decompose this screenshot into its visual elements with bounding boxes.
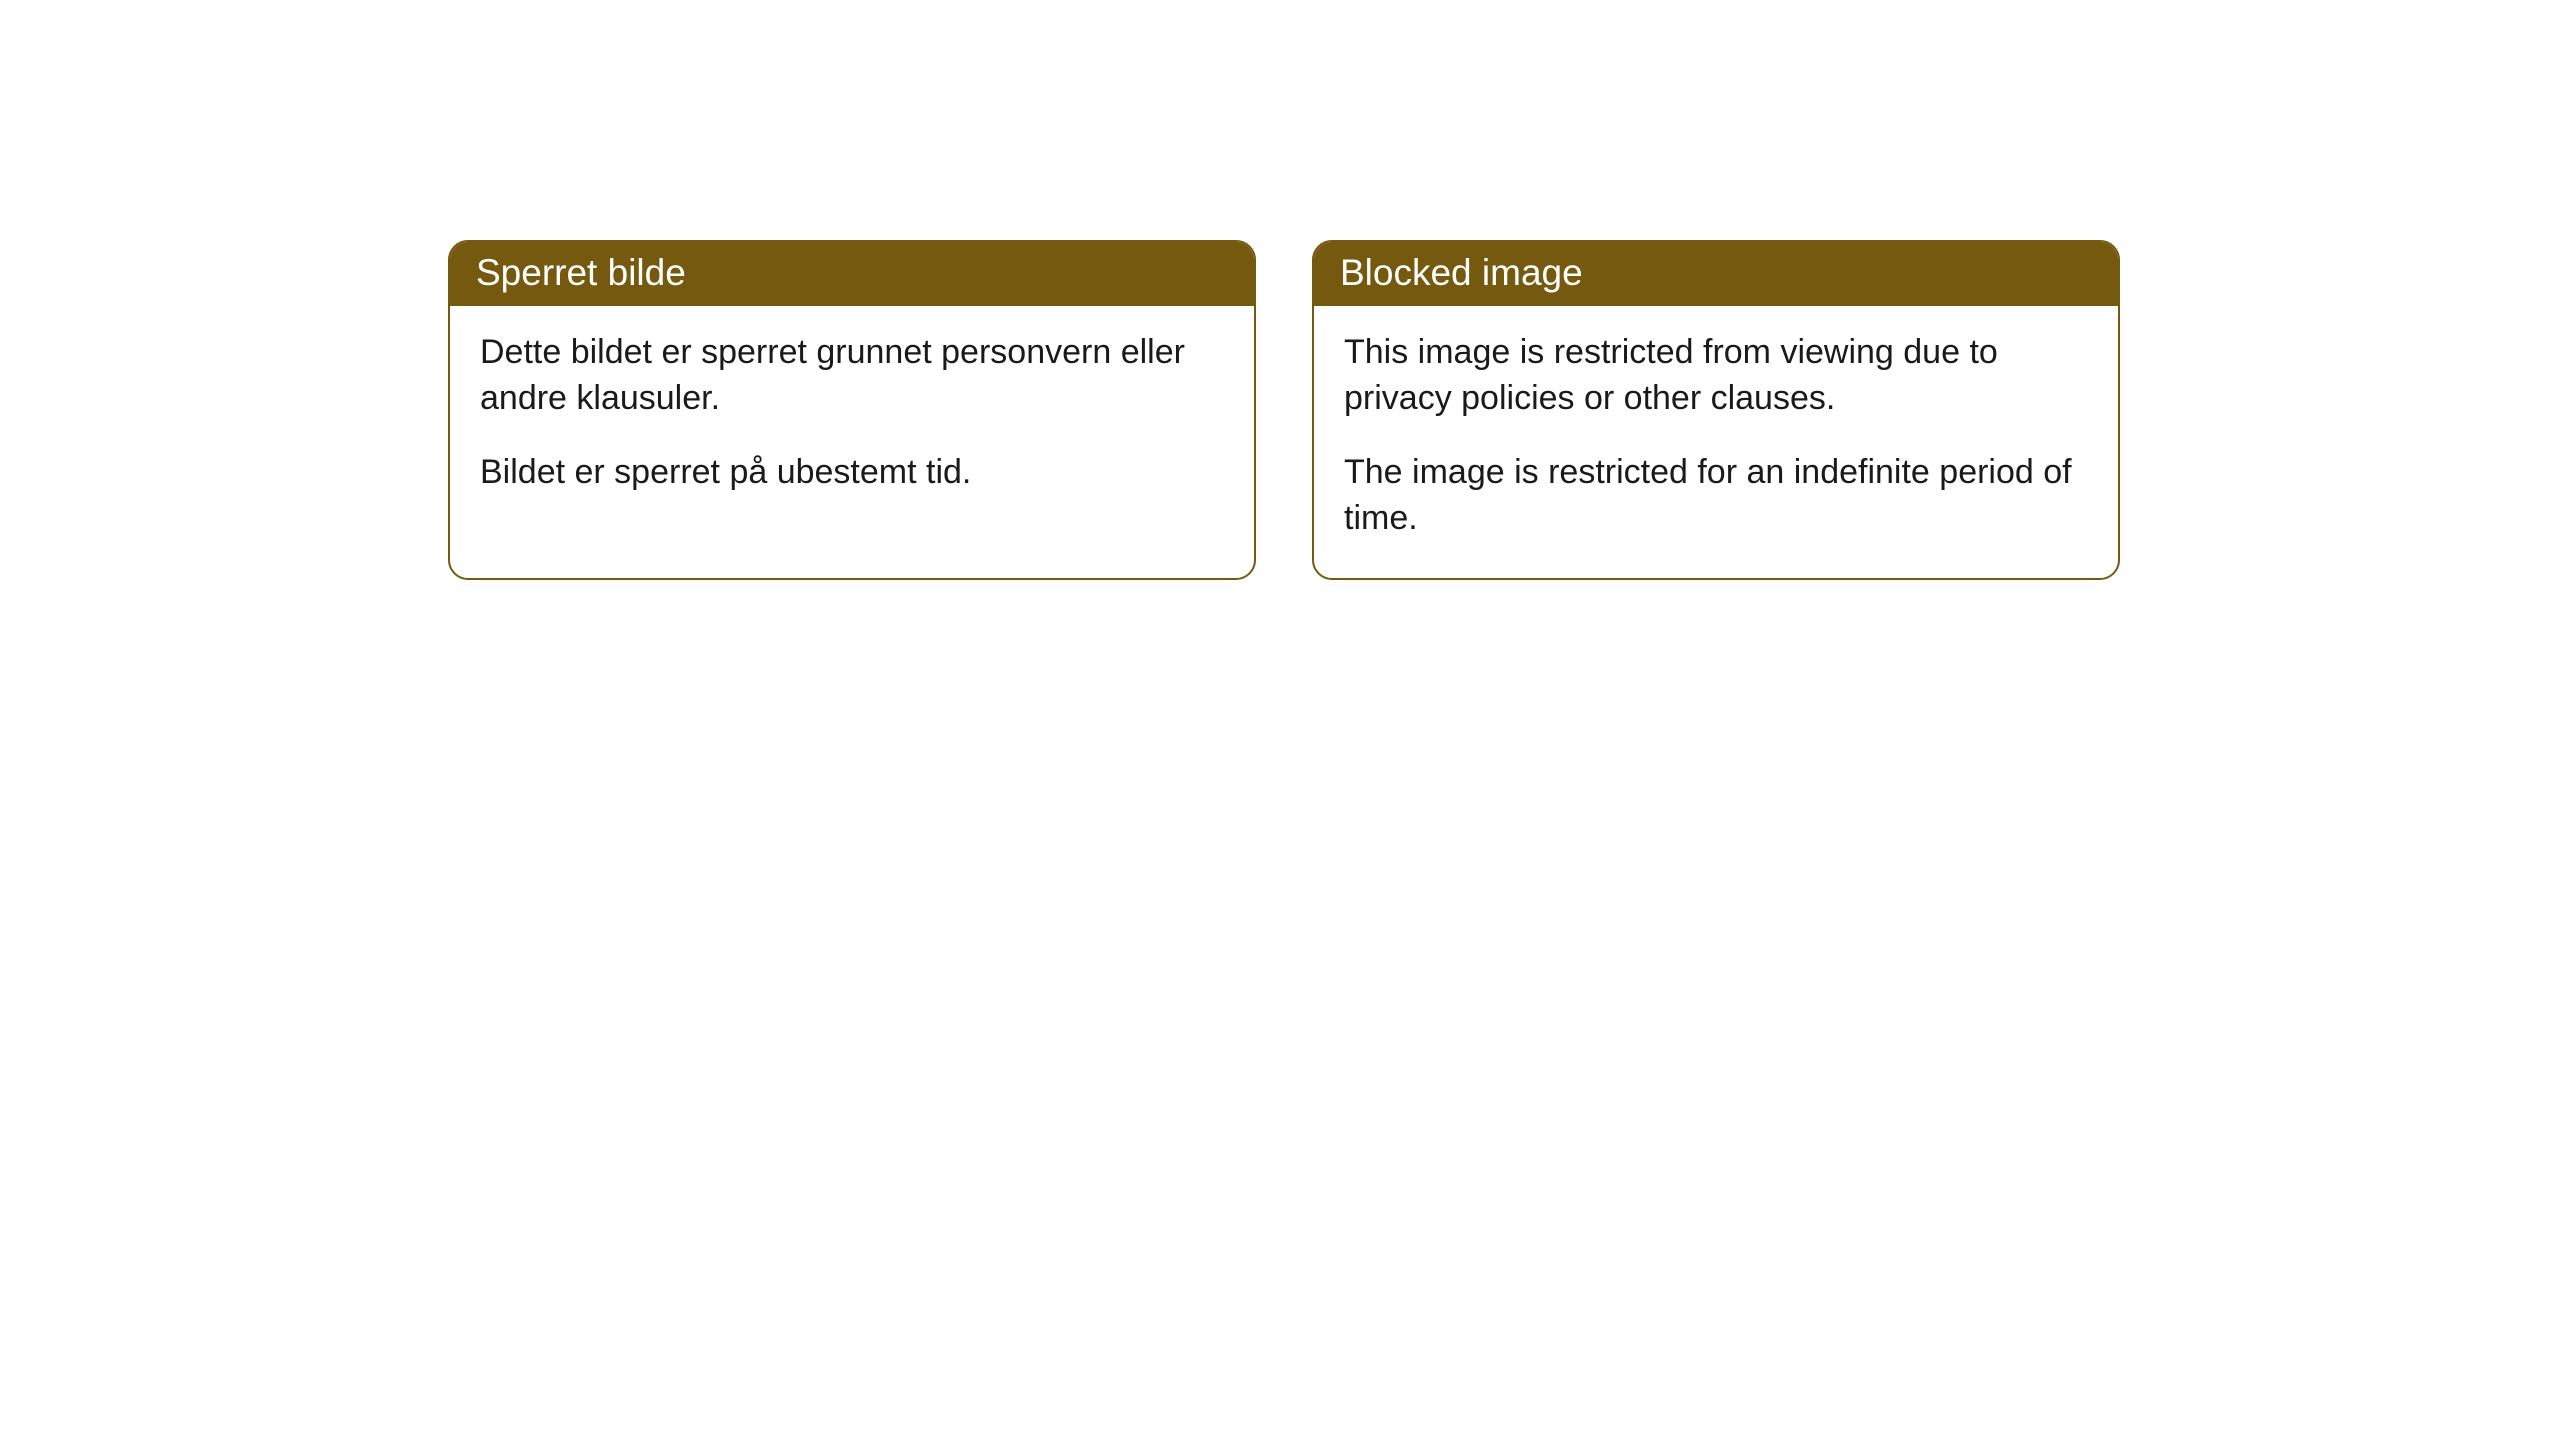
card-paragraph: Bildet er sperret på ubestemt tid. [480,450,1224,496]
card-title: Blocked image [1340,252,1583,293]
card-paragraph: This image is restricted from viewing du… [1344,330,2088,422]
card-body: Dette bildet er sperret grunnet personve… [450,306,1254,532]
card-header: Sperret bilde [450,242,1254,306]
card-title: Sperret bilde [476,252,686,293]
card-body: This image is restricted from viewing du… [1314,306,2118,578]
notice-cards-container: Sperret bilde Dette bildet er sperret gr… [0,0,2560,580]
notice-card-english: Blocked image This image is restricted f… [1312,240,2120,580]
card-paragraph: Dette bildet er sperret grunnet personve… [480,330,1224,422]
card-paragraph: The image is restricted for an indefinit… [1344,450,2088,542]
card-header: Blocked image [1314,242,2118,306]
notice-card-norwegian: Sperret bilde Dette bildet er sperret gr… [448,240,1256,580]
